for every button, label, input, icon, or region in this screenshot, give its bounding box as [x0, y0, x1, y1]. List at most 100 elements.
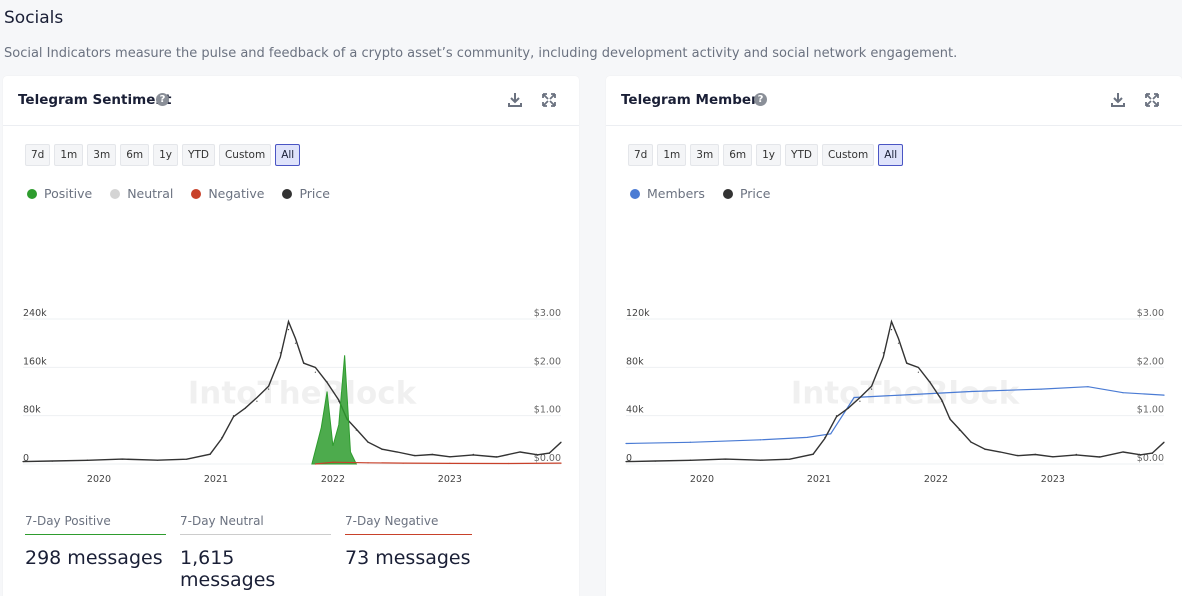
- data-point-price: [326, 381, 328, 383]
- legend-neutral[interactable]: Neutral: [110, 186, 173, 201]
- expand-icon[interactable]: [1142, 90, 1162, 110]
- data-point-price: [999, 451, 1001, 453]
- data-point-price: [449, 456, 451, 458]
- y-left-tick-label: 240k: [23, 308, 47, 319]
- y-left-tick-label: 0: [23, 453, 29, 464]
- legend-positive[interactable]: Positive: [27, 186, 92, 201]
- legend-price[interactable]: Price: [282, 186, 330, 201]
- series-price-line: [625, 319, 1165, 463]
- stat-value: 298 messages: [25, 547, 163, 569]
- range-button-7d[interactable]: 7d: [628, 144, 654, 166]
- range-button-1m[interactable]: 1m: [54, 144, 84, 166]
- download-icon[interactable]: [505, 90, 525, 110]
- y-right-tick-label: $2.00: [534, 356, 561, 367]
- data-point-price: [759, 459, 762, 461]
- data-point-price: [268, 388, 270, 390]
- range-button-ytd[interactable]: YTD: [182, 144, 215, 166]
- range-button-1m[interactable]: 1m: [657, 144, 687, 166]
- data-point-price: [1122, 451, 1124, 453]
- data-point-price: [209, 453, 211, 455]
- data-point-price: [537, 454, 539, 456]
- data-point-price: [1163, 441, 1165, 443]
- range-button-3m[interactable]: 3m: [87, 144, 117, 166]
- data-point-negative: [507, 462, 509, 465]
- data-point-price: [232, 415, 235, 417]
- data-point-price: [1151, 452, 1153, 454]
- legend-label: Negative: [208, 186, 265, 201]
- data-point-price: [941, 400, 943, 402]
- range-button-6m[interactable]: 6m: [723, 144, 753, 166]
- range-button-ytd[interactable]: YTD: [785, 144, 818, 166]
- stat-label: 7-Day Neutral: [180, 514, 331, 535]
- data-point-members: [830, 433, 832, 435]
- data-point-price: [431, 453, 433, 455]
- data-point-price: [367, 441, 369, 443]
- range-button-3m[interactable]: 3m: [690, 144, 720, 166]
- stat-7day-positive: 7-Day Positive 298 messages: [25, 512, 166, 591]
- chart-legend: Members Price: [630, 186, 770, 201]
- legend-members-swatch: [630, 188, 640, 199]
- data-point-price: [472, 453, 474, 455]
- data-point-members: [1087, 386, 1089, 388]
- data-point-price: [338, 400, 340, 402]
- data-point-price: [221, 436, 223, 439]
- data-point-price: [984, 448, 986, 451]
- data-point-price: [689, 459, 691, 461]
- range-button-all[interactable]: All: [275, 144, 301, 166]
- data-point-price: [1099, 456, 1101, 458]
- legend-price[interactable]: Price: [722, 186, 770, 201]
- data-point-price: [724, 458, 727, 460]
- range-button-7d[interactable]: 7d: [25, 144, 51, 166]
- legend-members[interactable]: Members: [630, 186, 705, 201]
- help-icon[interactable]: ?: [754, 93, 767, 106]
- data-point-price: [303, 361, 305, 364]
- range-button-1y[interactable]: 1y: [756, 144, 782, 166]
- data-point-price: [906, 361, 908, 364]
- y-right-tick-label: $1.00: [534, 405, 561, 416]
- x-tick-label: 2022: [321, 474, 345, 485]
- range-button-custom[interactable]: Custom: [821, 144, 875, 166]
- legend-label: Neutral: [127, 186, 174, 201]
- help-icon[interactable]: ?: [156, 93, 169, 106]
- data-point-members: [1122, 392, 1124, 394]
- data-point-price: [548, 452, 550, 454]
- y-left-tick-label: 0: [626, 453, 632, 464]
- data-point-price: [396, 451, 398, 453]
- range-selector: 7d 1m 3m 6m 1y YTD Custom All: [25, 144, 301, 166]
- data-point-price: [847, 407, 849, 410]
- range-button-custom[interactable]: Custom: [218, 144, 272, 166]
- stat-value: 73 messages: [345, 547, 471, 569]
- members-chart[interactable]: 0 40k 80k 120k $0.00 $1.00 $2.00 $3.00 2020 2021 2…: [606, 226, 1182, 486]
- data-point-price: [279, 352, 281, 354]
- data-point-price: [812, 453, 814, 455]
- series-positive-area: [311, 355, 358, 465]
- legend-neutral-swatch: [110, 188, 121, 199]
- sentiment-chart[interactable]: 0 80k 160k 240k $0.00 $1.00 $2.00 $3.00 2020 2021…: [3, 226, 579, 486]
- data-point-price: [86, 459, 88, 461]
- data-point-members: [1163, 394, 1165, 396]
- range-button-1y[interactable]: 1y: [153, 144, 179, 166]
- data-point-price: [51, 460, 53, 462]
- card-header: Telegram Sentiment ?: [3, 76, 579, 126]
- legend-negative[interactable]: Negative: [191, 186, 264, 201]
- expand-icon[interactable]: [539, 90, 559, 110]
- stat-label: 7-Day Positive: [25, 514, 166, 535]
- range-selector: 7d 1m 3m 6m 1y YTD Custom All: [628, 144, 904, 166]
- y-right-tick-label: $3.00: [534, 308, 561, 319]
- x-tick-label: 2023: [438, 474, 462, 485]
- data-point-price: [929, 381, 931, 383]
- download-icon[interactable]: [1108, 90, 1128, 110]
- range-button-all[interactable]: All: [878, 144, 904, 166]
- y-right-tick-label: $2.00: [1137, 356, 1164, 367]
- data-point-price: [1017, 454, 1019, 456]
- page-description: Social Indicators measure the pulse and …: [4, 46, 958, 61]
- data-point-price: [560, 441, 562, 443]
- range-button-6m[interactable]: 6m: [120, 144, 150, 166]
- data-point-members: [970, 390, 972, 393]
- card-header: Telegram Members ?: [606, 76, 1182, 126]
- x-tick-label: 2021: [204, 474, 228, 485]
- data-point-members: [1040, 388, 1042, 390]
- y-right-tick-label: $0.00: [534, 453, 561, 464]
- data-point-negative: [314, 463, 316, 465]
- y-right-tick-label: $1.00: [1137, 405, 1164, 416]
